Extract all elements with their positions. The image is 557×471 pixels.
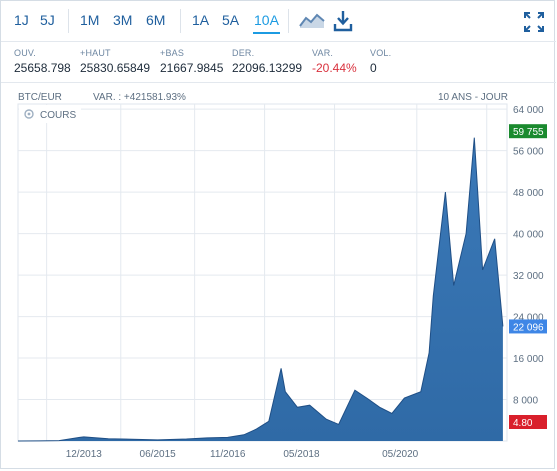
download-icon[interactable] [333, 10, 353, 37]
period-button-10y[interactable]: 10A [253, 12, 280, 34]
chart-range: 10 ANS - JOUR [438, 92, 509, 103]
x-tick-label: 12/2013 [66, 449, 103, 460]
period-button-6m[interactable]: 6M [146, 12, 166, 28]
quote-stats: OUV. 25658.798 +HAUT 25830.65849 +BAS 21… [1, 42, 556, 83]
chart-symbol: BTC/EUR [18, 92, 62, 103]
legend-background [19, 105, 81, 123]
badge-last: 22 096 [509, 319, 547, 334]
stat-open: OUV. 25658.798 [14, 48, 71, 75]
badge-label: 59 755 [513, 127, 544, 138]
chart-type-icon[interactable] [299, 11, 325, 34]
gear-icon[interactable] [24, 109, 34, 119]
chart-grid [18, 104, 507, 441]
price-area [18, 137, 503, 441]
period-button-1m[interactable]: 1M [80, 12, 100, 28]
stat-variation: VAR. -20.44% [312, 48, 357, 75]
badge-min: 4.80 [509, 415, 547, 429]
y-tick-label: 40 000 [513, 230, 544, 241]
period-button-1d[interactable]: 1J [14, 12, 29, 28]
y-tick-label: 8 000 [513, 396, 538, 407]
stat-low: +BAS 21667.9845 [160, 48, 224, 75]
x-tick-label: 05/2018 [283, 449, 320, 460]
period-button-3m[interactable]: 3M [113, 12, 133, 28]
x-tick-label: 11/2016 [210, 449, 246, 460]
fullscreen-icon[interactable] [523, 11, 545, 38]
stat-last: DER. 22096.13299 [232, 48, 303, 75]
badge-max: 59 755 [509, 124, 547, 138]
y-tick-label: 48 000 [513, 188, 544, 199]
chart-variation: VAR. : +421581.93% [93, 92, 186, 103]
y-tick-label: 16 000 [513, 354, 544, 365]
toolbar-divider [288, 9, 289, 33]
badge-background [509, 319, 547, 334]
x-tick-label: 05/2020 [382, 449, 419, 460]
legend-cours[interactable]: COURS [19, 105, 81, 123]
period-toolbar: 1J 5J 1M 3M 6M 1A 5A 10A [1, 1, 556, 42]
period-button-5d[interactable]: 5J [40, 12, 55, 28]
period-button-1y[interactable]: 1A [192, 12, 210, 28]
toolbar-divider [180, 9, 181, 33]
y-axis: 8 000 16 000 24 000 32 000 40 000 48 000 56 00… [513, 105, 544, 406]
stat-volume: VOL. 0 [370, 48, 392, 75]
toolbar-divider [68, 9, 69, 33]
price-line [17, 137, 504, 442]
chart-area-layer [17, 137, 504, 442]
period-button-5y[interactable]: 5A [222, 12, 240, 28]
badge-background [509, 124, 547, 139]
y-tick-label: 24 000 [513, 313, 544, 324]
value-badges: 59 755 22 096 4.80 [509, 124, 547, 429]
legend-label: COURS [40, 110, 76, 121]
y-tick-label: 64 000 [513, 105, 544, 116]
badge-label: 4.80 [513, 418, 533, 429]
stat-high: +HAUT 25830.65849 [80, 48, 151, 75]
badge-label: 22 096 [513, 322, 544, 333]
badge-background [509, 415, 547, 429]
y-tick-label: 56 000 [513, 147, 544, 158]
x-tick-label: 06/2015 [140, 449, 177, 460]
y-tick-label: 32 000 [513, 271, 544, 282]
x-axis: 12/2013 06/2015 11/2016 05/2018 05/2020 [66, 449, 419, 460]
